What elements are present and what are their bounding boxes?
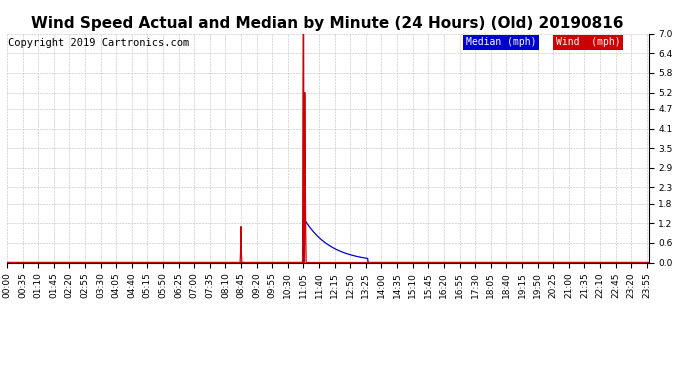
Text: Median (mph): Median (mph) [466,37,536,47]
Text: Wind  (mph): Wind (mph) [555,37,620,47]
Text: Copyright 2019 Cartronics.com: Copyright 2019 Cartronics.com [8,38,189,48]
Title: Wind Speed Actual and Median by Minute (24 Hours) (Old) 20190816: Wind Speed Actual and Median by Minute (… [32,16,624,31]
